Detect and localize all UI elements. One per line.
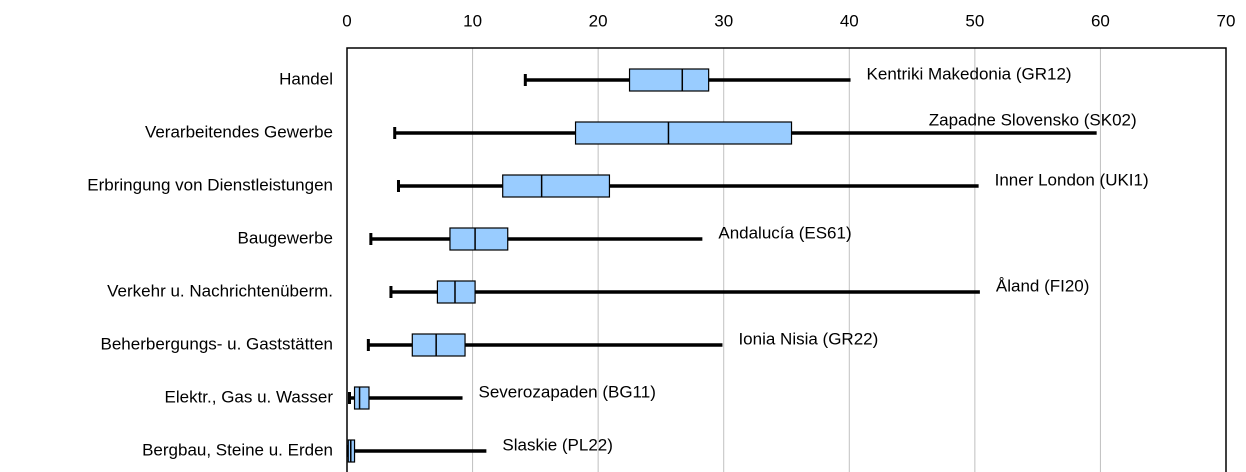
x-tick-label: 50 [965,11,984,30]
box [628,68,710,92]
box [574,121,793,145]
x-tick-label: 10 [463,11,482,30]
annotation: Andalucía (ES61) [718,223,851,242]
annotation: Zapadne Slovensko (SK02) [929,110,1137,129]
box [353,386,370,410]
plot-border [346,47,1227,472]
x-tick-label: 20 [589,11,608,30]
category-label: Handel [279,69,333,88]
category-label: Verkehr u. Nachrichtenüberm. [107,281,333,300]
annotation: Inner London (UKI1) [995,170,1149,189]
category-label: Beherbergungs- u. Gaststätten [101,334,333,353]
annotation: Åland (FI20) [996,276,1090,295]
annotation: Severozapaden (BG11) [479,382,656,401]
x-tick-label: 0 [342,11,351,30]
category-label: Verarbeitendes Gewerbe [145,122,333,141]
x-tick-label: 60 [1091,11,1110,30]
category-label: Bergbau, Steine u. Erden [142,440,333,459]
box [449,227,509,251]
annotation: Slaskie (PL22) [502,435,613,454]
box [411,333,466,357]
box [436,280,476,304]
box [502,174,611,198]
annotation: Kentriki Makedonia (GR12) [867,64,1072,83]
category-label: Elektr., Gas u. Wasser [165,387,334,406]
category-label: Baugewerbe [238,228,333,247]
x-tick-label: 40 [840,11,859,30]
x-tick-label: 70 [1217,11,1236,30]
annotation: Ionia Nisia (GR22) [738,329,878,348]
x-tick-label: 30 [714,11,733,30]
category-label: Erbringung von Dienstleistungen [87,175,333,194]
